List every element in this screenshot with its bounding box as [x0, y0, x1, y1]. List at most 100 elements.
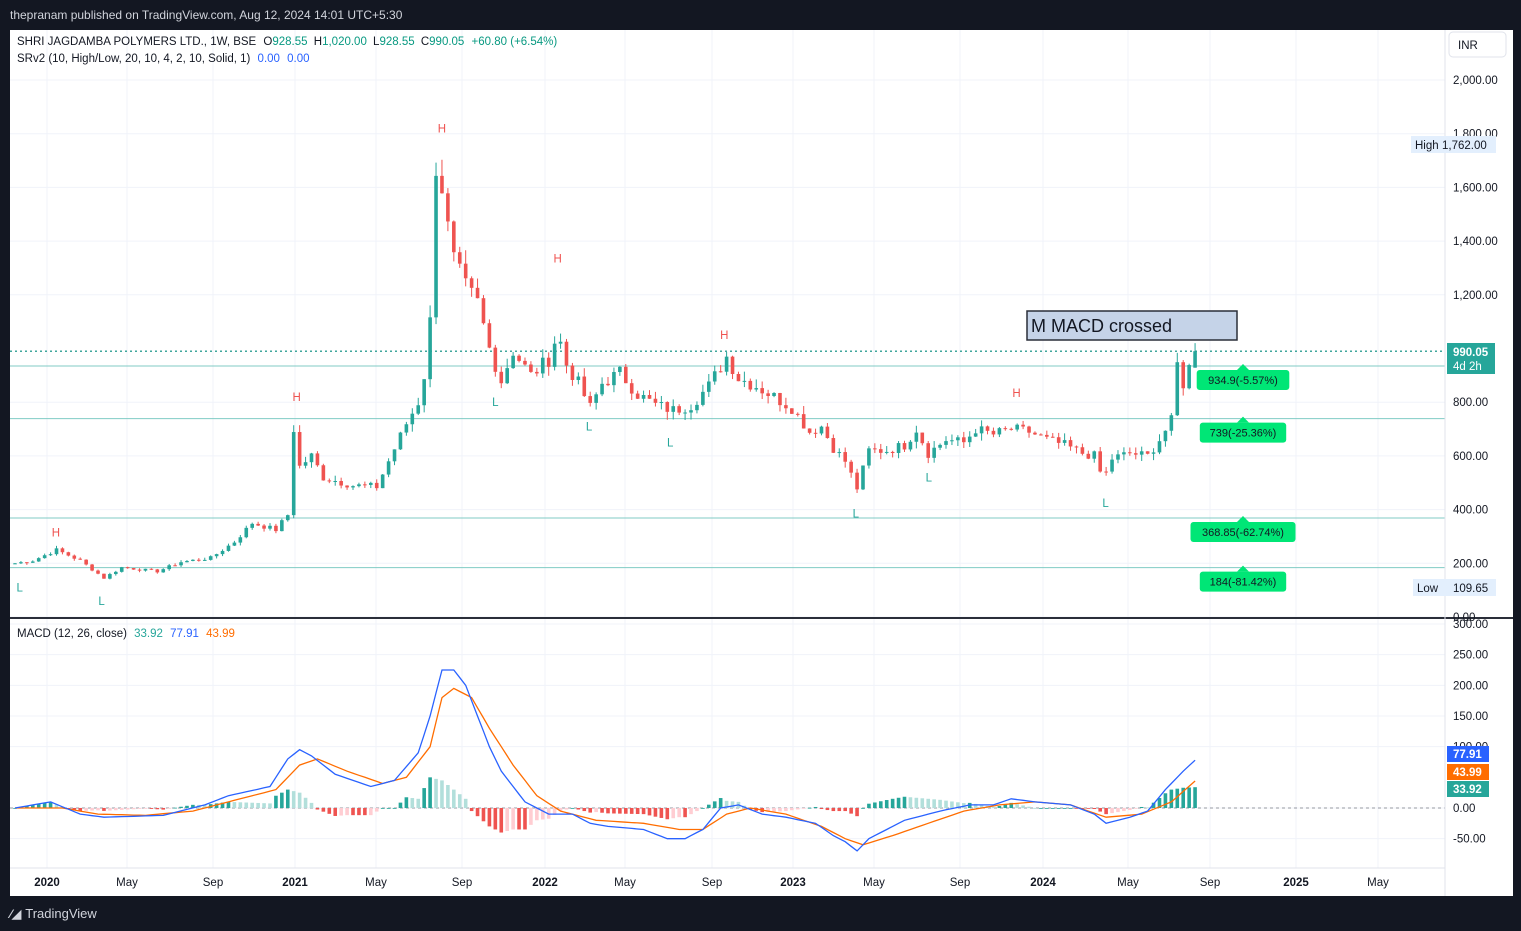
histogram-bar [896, 797, 901, 808]
histogram-bar [695, 808, 699, 812]
legend-o-label: O [263, 36, 272, 48]
histogram-bar [1133, 808, 1138, 809]
candle [1015, 423, 1019, 432]
histogram-bar [914, 797, 919, 808]
histogram-bar [102, 808, 106, 811]
histogram-bar [202, 804, 207, 808]
candle [1056, 432, 1061, 449]
histogram-bar [214, 803, 219, 808]
price-tick-label: 600.00 [1453, 451, 1488, 463]
footer-bar: ⁄◢ TradingView [0, 896, 1521, 931]
candle [950, 434, 954, 446]
high-badge-label: High [1415, 140, 1439, 152]
histogram-bar [108, 808, 112, 811]
candle [956, 435, 960, 446]
histogram-bar [1098, 808, 1102, 812]
legend-macd-line: 77.91 [170, 628, 199, 640]
histogram-bar [1145, 807, 1150, 809]
chart-svg[interactable]: L H L H H L H L L H L L H L 934.9(-5.57%) 739(-25.36%)… [10, 30, 1513, 896]
candle [742, 371, 747, 388]
chart-frame: L H L H H L H L L H L L H L 934.9(-5.57%) 739(-25.36%)… [10, 30, 1513, 896]
tradingview-logo[interactable]: ⁄◢ TradingView [10, 906, 97, 921]
time-tick-label: 2025 [1283, 877, 1309, 889]
candle [1133, 447, 1138, 460]
candle [386, 458, 391, 478]
time-tick-label: Sep [950, 877, 970, 889]
candle [546, 352, 551, 376]
pivot-high-label: H [52, 528, 60, 540]
histogram-bar [161, 808, 166, 810]
histogram-bar [944, 800, 948, 808]
histogram-bar [813, 806, 818, 808]
candle [131, 567, 136, 570]
histogram-bar [600, 808, 604, 813]
histogram-bar [505, 808, 509, 831]
histogram-bar [119, 808, 124, 810]
candle [517, 354, 521, 363]
candle [1110, 454, 1114, 474]
candle [973, 428, 978, 437]
candle [985, 425, 990, 435]
price-badge-value: 990.05 [1453, 347, 1489, 359]
histogram-bar [837, 808, 842, 812]
candle [303, 456, 308, 469]
histogram-bar [226, 801, 231, 808]
candle [748, 378, 753, 392]
histogram-bar [1181, 787, 1186, 808]
candle [30, 560, 35, 563]
svg-text:184(-81.42%): 184(-81.42%) [1210, 577, 1277, 589]
legend: SHRI JAGDAMBA POLYMERS LTD., 1W, BSE O92… [17, 36, 557, 640]
candle [683, 409, 687, 421]
histogram-bar [173, 807, 177, 809]
candle [143, 568, 148, 572]
histogram-bar [220, 802, 225, 808]
candle [671, 399, 676, 420]
candle [1145, 451, 1150, 455]
candle [416, 397, 421, 416]
candle [469, 276, 474, 297]
price-axis[interactable]: 2,000.001,800.001,600.001,400.001,200.00… [1453, 75, 1498, 624]
histogram-bar [677, 808, 681, 818]
candle [505, 358, 509, 385]
candle [582, 368, 587, 398]
pivot-low-label: L [586, 421, 593, 433]
legend-low: 928.55 [379, 36, 414, 48]
histogram-bar [72, 808, 77, 810]
candle [226, 543, 231, 552]
histogram-bar [25, 805, 29, 808]
candle [102, 573, 106, 579]
candle [404, 421, 409, 436]
histogram-bar [997, 805, 1002, 808]
currency-label: INR [1458, 40, 1478, 52]
candle [979, 420, 984, 441]
histogram-bar [1074, 808, 1079, 809]
time-axis[interactable]: 2020 May Sep 2021 May Sep 2022 May Sep 2023 May Sep… [34, 877, 1389, 889]
time-tick-label: Sep [1200, 877, 1220, 889]
candle [1050, 433, 1055, 438]
currency-button[interactable]: INR [1448, 31, 1507, 58]
candle [837, 448, 842, 458]
histogram-bar [801, 808, 806, 809]
histogram-bar [422, 788, 426, 808]
publisher-bar: thepranam published on TradingView.com, … [0, 0, 1521, 30]
candle [208, 555, 213, 561]
histogram-bar [884, 800, 889, 808]
candle [1157, 434, 1162, 455]
histogram-bar [42, 802, 47, 808]
candles-layer [13, 159, 1197, 580]
histogram-bar [404, 797, 409, 808]
histogram-bar [973, 803, 978, 808]
candle [511, 352, 515, 369]
annotation-box[interactable]: M MACD crossed [1026, 310, 1238, 341]
candle [926, 441, 931, 464]
candle [825, 423, 830, 439]
candle [807, 428, 812, 435]
histogram-bar [285, 789, 290, 808]
candle [297, 425, 302, 469]
candle [677, 404, 681, 416]
candle [457, 246, 462, 268]
legend-macd: MACD (12, 26, close) [17, 628, 127, 640]
candle [137, 568, 142, 573]
candle [540, 349, 545, 378]
